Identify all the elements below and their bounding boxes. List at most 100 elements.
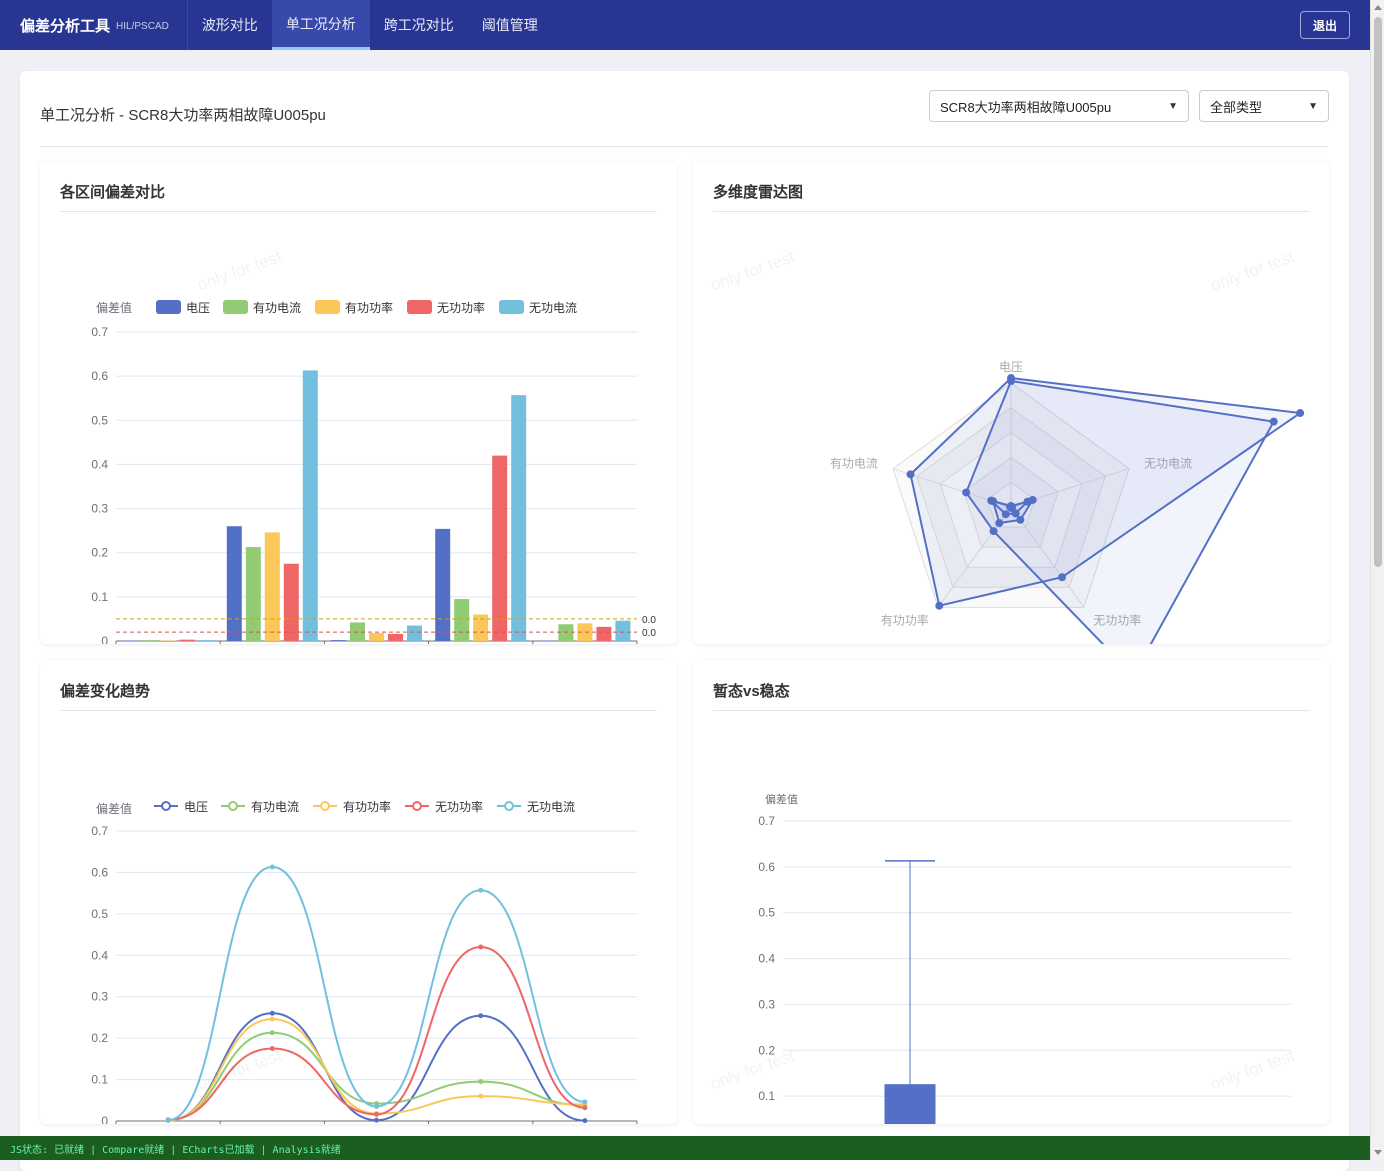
legend-label: 电压 (186, 301, 210, 315)
top-nav: 偏差分析工具 HIL/PSCAD 波形对比 单工况分析 跨工况对比 阈值管理 退… (0, 0, 1370, 50)
bar (199, 640, 214, 641)
header-divider (40, 146, 1328, 147)
legend-label: 有功电流 (251, 800, 299, 814)
y-axis-title: 偏差值 (96, 801, 132, 816)
bar (511, 395, 526, 641)
y-tick-label: 0.7 (91, 824, 108, 838)
radar-point (935, 602, 943, 610)
threshold-label: 0.0 (642, 628, 656, 639)
trend-line (168, 947, 585, 1120)
bar (454, 599, 469, 641)
trend-point (166, 1118, 171, 1123)
legend-label: 无功电流 (527, 800, 575, 814)
y-tick-label: 0 (101, 1114, 108, 1124)
y-tick-label: 0.5 (91, 413, 108, 427)
y-tick-label: 0 (101, 634, 108, 644)
trend-chart[interactable]: 偏差值电压有功电流有功功率无功功率无功电流00.10.20.30.40.50.6… (40, 660, 677, 1124)
box-chart[interactable]: 偏差值00.10.20.30.40.50.60.7暂态稳态only for te… (693, 660, 1329, 1124)
radar-point (1029, 496, 1037, 504)
trend-point (270, 865, 275, 870)
brand-subtitle: HIL/PSCAD (116, 21, 169, 32)
brand: 偏差分析工具 HIL/PSCAD (0, 0, 188, 50)
y-tick-label: 0.1 (91, 590, 108, 604)
tab-threshold[interactable]: 阈值管理 (468, 0, 552, 50)
brand-title: 偏差分析工具 (20, 15, 110, 36)
trend-point (478, 945, 483, 950)
watermark-text: only for test (1208, 247, 1297, 295)
trend-point (582, 1099, 587, 1104)
watermark-text: only for test (1208, 1046, 1297, 1094)
chevron-down-icon: ▼ (1308, 101, 1318, 112)
y-tick-label: 0.7 (91, 325, 108, 339)
bar-chart[interactable]: 偏差值电压有功电流有功功率无功功率无功电流00.10.20.30.40.50.6… (40, 161, 677, 644)
y-tick-label: 0.1 (91, 1073, 108, 1087)
trend-point (270, 1017, 275, 1022)
legend-swatch-dot (505, 802, 513, 810)
type-select[interactable]: 全部类型 ▼ (1199, 90, 1329, 122)
y-tick-label: 0.6 (91, 865, 108, 879)
scroll-down-icon[interactable] (1374, 1150, 1382, 1155)
y-tick-label: 0.4 (91, 457, 108, 471)
y-axis-title: 偏差值 (96, 300, 132, 315)
trend-point (270, 1030, 275, 1035)
radar-point (989, 497, 997, 505)
watermark-text: only for test (195, 1046, 284, 1094)
case-select[interactable]: SCR8大功率两相故障U005pu ▼ (929, 90, 1189, 122)
legend-swatch (315, 300, 340, 314)
tab-single-case[interactable]: 单工况分析 (272, 0, 370, 50)
radar-chart-card: 多维度雷达图 电压无功电流无功功率有功功率有功电流区间A(前稳态)区间B1(暂态… (693, 161, 1329, 644)
bar (407, 626, 422, 641)
legend-label: 有功功率 (343, 799, 391, 814)
legend-label: 无功功率 (435, 799, 483, 814)
tab-cross-case[interactable]: 跨工况对比 (370, 0, 468, 50)
radar-point (1007, 503, 1015, 511)
trend-point (270, 1011, 275, 1016)
y-tick-label: 0.3 (91, 990, 108, 1004)
radar-indicator-label: 有功功率 (881, 612, 929, 627)
trend-point (374, 1104, 379, 1109)
bar (227, 526, 242, 641)
tab-waveform-compare[interactable]: 波形对比 (188, 0, 272, 50)
main-panel: 单工况分析 - SCR8大功率两相故障U005pu SCR8大功率两相故障U00… (20, 71, 1349, 1171)
case-select-value: SCR8大功率两相故障U005pu (940, 97, 1111, 116)
legend-label: 电压 (184, 800, 208, 814)
y-tick-label: 0.6 (758, 860, 775, 874)
y-tick-label: 0.4 (758, 952, 775, 966)
bar (492, 456, 507, 641)
scrollbar-thumb[interactable] (1374, 17, 1382, 567)
radar-point (990, 527, 998, 535)
radar-point (1270, 418, 1278, 426)
scroll-up-icon[interactable] (1374, 5, 1382, 10)
legend-swatch-dot (321, 802, 329, 810)
radar-indicator-label: 有功电流 (830, 457, 878, 471)
watermark-text: only for test (708, 247, 797, 295)
page-scrollbar[interactable] (1370, 0, 1384, 1160)
watermark-text: only for test (708, 1046, 797, 1094)
trend-point (374, 1112, 379, 1117)
y-tick-label: 0.5 (758, 906, 775, 920)
radar-chart[interactable]: 电压无功电流无功功率有功功率有功电流区间A(前稳态)区间B1(暂态)区间B2(稳… (693, 161, 1329, 644)
y-tick-label: 0.4 (91, 948, 108, 962)
legend-swatch (407, 300, 432, 314)
bar (142, 640, 157, 641)
trend-point (582, 1105, 587, 1110)
radar-point (1007, 377, 1015, 385)
legend-swatch-dot (413, 802, 421, 810)
bar (435, 529, 450, 641)
y-tick-label: 0.7 (758, 814, 775, 828)
y-tick-label: 0.1 (758, 1089, 775, 1103)
bar (369, 633, 384, 641)
bar (331, 640, 346, 641)
y-tick-label: 0.6 (91, 369, 108, 383)
radar-point (962, 488, 970, 496)
y-tick-label: 0.3 (758, 997, 775, 1011)
bar (615, 621, 630, 641)
logout-button[interactable]: 退出 (1300, 11, 1350, 39)
watermark-text: only for test (195, 247, 284, 295)
radar-point (995, 519, 1003, 527)
radar-indicator-label: 电压 (999, 360, 1023, 374)
legend-swatch-dot (162, 802, 170, 810)
y-tick-label: 0.2 (91, 546, 108, 560)
status-bar: JS状态: 已就绪 | Compare就绪 | ECharts已加载 | Ana… (0, 1136, 1370, 1160)
